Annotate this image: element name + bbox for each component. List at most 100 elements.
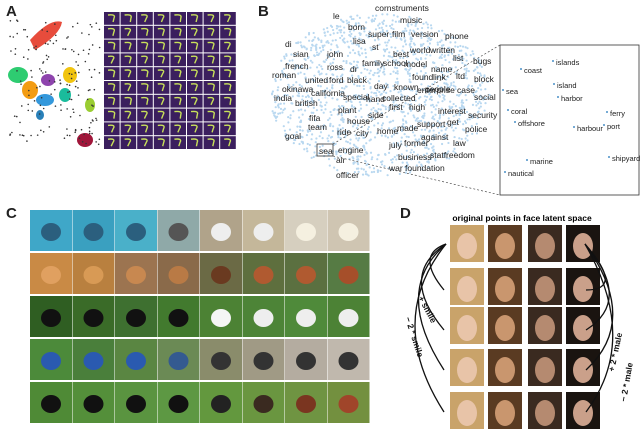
point xyxy=(425,21,428,24)
digit-image xyxy=(137,122,153,136)
point xyxy=(427,45,430,48)
point xyxy=(324,103,327,107)
point xyxy=(280,69,284,72)
point xyxy=(303,72,306,76)
face xyxy=(573,315,593,341)
point xyxy=(312,155,315,159)
point xyxy=(420,58,423,61)
word-label: family xyxy=(362,58,385,68)
point xyxy=(88,132,91,135)
point xyxy=(11,131,13,134)
point xyxy=(392,27,395,31)
point xyxy=(319,104,322,107)
point xyxy=(400,136,403,139)
point xyxy=(456,120,460,124)
point xyxy=(400,143,403,146)
point xyxy=(344,85,348,88)
photo-subject xyxy=(41,395,61,413)
point xyxy=(348,77,352,80)
digit-image xyxy=(120,39,137,53)
point xyxy=(443,111,446,114)
digit-image xyxy=(203,122,220,136)
photo-subject xyxy=(296,352,316,370)
point xyxy=(394,46,397,49)
digit-stroke xyxy=(224,96,232,105)
point xyxy=(466,130,470,133)
point xyxy=(443,94,446,98)
point xyxy=(415,90,418,93)
point xyxy=(46,30,49,33)
point xyxy=(429,157,432,161)
photo-subject xyxy=(296,223,316,241)
point xyxy=(429,142,433,146)
photo-subject xyxy=(41,223,61,241)
point xyxy=(391,19,394,22)
point xyxy=(452,102,455,106)
point xyxy=(74,131,76,134)
point xyxy=(19,134,21,136)
point xyxy=(445,78,448,81)
point xyxy=(348,62,352,65)
point xyxy=(341,73,344,76)
point xyxy=(74,72,77,74)
point xyxy=(292,83,295,87)
point xyxy=(410,45,413,49)
point xyxy=(371,14,375,17)
point xyxy=(433,135,436,138)
point xyxy=(363,30,366,33)
point xyxy=(442,134,445,137)
point xyxy=(327,134,331,137)
word-label: version xyxy=(411,29,439,39)
point xyxy=(442,96,445,99)
digit-image xyxy=(203,39,220,53)
digit-image xyxy=(170,94,186,108)
photo-subject xyxy=(168,266,189,284)
point xyxy=(301,142,305,145)
point xyxy=(300,46,304,49)
point xyxy=(276,94,279,97)
point xyxy=(304,95,308,99)
point xyxy=(417,17,421,20)
point xyxy=(54,105,57,107)
point xyxy=(349,100,352,103)
digit-image xyxy=(187,39,203,53)
point xyxy=(421,26,424,30)
point xyxy=(342,120,345,124)
point xyxy=(337,136,340,139)
point xyxy=(285,74,289,77)
point xyxy=(375,109,378,112)
word-label: school xyxy=(383,58,408,68)
point xyxy=(296,90,299,93)
point xyxy=(312,111,315,114)
point xyxy=(383,165,386,168)
point xyxy=(475,132,478,135)
point xyxy=(298,83,301,86)
point xyxy=(608,156,610,158)
point xyxy=(342,20,345,24)
point xyxy=(342,90,345,94)
point xyxy=(333,157,336,160)
point xyxy=(447,117,450,120)
point xyxy=(356,124,360,127)
photo-subject xyxy=(83,352,104,370)
point xyxy=(288,59,291,62)
point xyxy=(376,89,379,92)
word-label: security xyxy=(468,110,498,120)
point xyxy=(314,141,317,144)
point xyxy=(26,35,29,38)
point xyxy=(334,142,337,145)
digit-stroke xyxy=(224,83,232,92)
point xyxy=(318,46,322,49)
point xyxy=(277,96,280,99)
point xyxy=(63,137,66,140)
point xyxy=(317,84,320,87)
digit-stroke xyxy=(157,69,165,78)
point xyxy=(283,57,286,60)
face xyxy=(457,315,477,341)
point xyxy=(387,55,390,58)
point xyxy=(270,92,274,95)
point xyxy=(370,108,373,111)
digit-stroke xyxy=(224,69,232,78)
point xyxy=(311,43,314,46)
point xyxy=(410,37,414,40)
